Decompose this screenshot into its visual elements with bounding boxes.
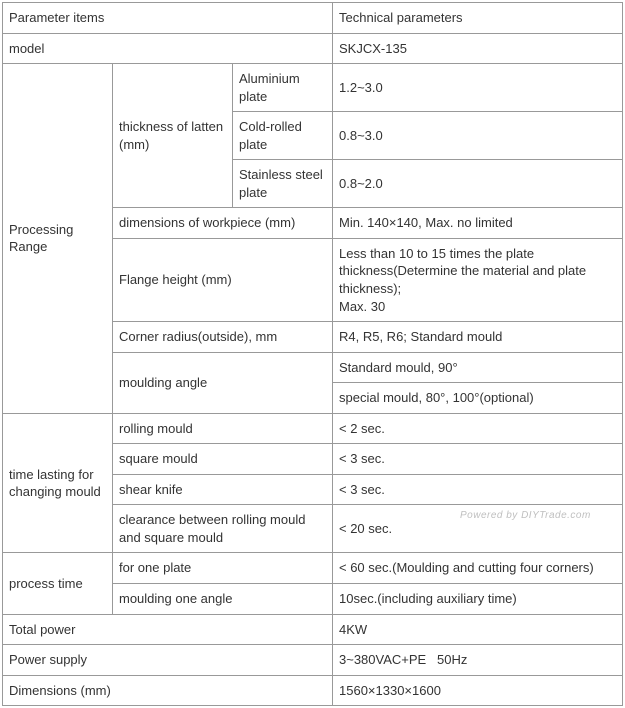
time-lasting-sub-label: clearance between rolling mould and squa… bbox=[113, 505, 333, 553]
table-row: Processing Range thickness of latten (mm… bbox=[3, 64, 623, 112]
thickness-value: 1.2~3.0 bbox=[333, 64, 623, 112]
corner-radius-value: R4, R5, R6; Standard mould bbox=[333, 322, 623, 353]
table-row: Parameter items Technical parameters bbox=[3, 3, 623, 34]
process-time-value: < 60 sec.(Moulding and cutting four corn… bbox=[333, 553, 623, 584]
time-lasting-sub-label: rolling mould bbox=[113, 413, 333, 444]
time-lasting-value: < 3 sec. bbox=[333, 474, 623, 505]
dimensions-mm-value: 1560×1330×1600 bbox=[333, 675, 623, 706]
dimensions-value: Min. 140×140, Max. no limited bbox=[333, 208, 623, 239]
processing-range-label: Processing Range bbox=[3, 64, 113, 414]
dimensions-mm-label: Dimensions (mm) bbox=[3, 675, 333, 706]
flange-value: Less than 10 to 15 times the plate thick… bbox=[333, 238, 623, 321]
thickness-material: Cold-rolled plate bbox=[233, 112, 333, 160]
flange-label: Flange height (mm) bbox=[113, 238, 333, 321]
moulding-angle-value: Standard mould, 90° bbox=[333, 352, 623, 383]
dimensions-label: dimensions of workpiece (mm) bbox=[113, 208, 333, 239]
process-time-sub-label: for one plate bbox=[113, 553, 333, 584]
time-lasting-value: < 3 sec. bbox=[333, 444, 623, 475]
spec-table: Parameter items Technical parameters mod… bbox=[2, 2, 623, 706]
table-row: Dimensions (mm) 1560×1330×1600 bbox=[3, 675, 623, 706]
table-row: time lasting for changing mould rolling … bbox=[3, 413, 623, 444]
table-row: process time for one plate < 60 sec.(Mou… bbox=[3, 553, 623, 584]
table-row: Total power 4KW bbox=[3, 614, 623, 645]
table-row: Power supply 3~380VAC+PE 50Hz bbox=[3, 645, 623, 676]
header-param-items: Parameter items bbox=[3, 3, 333, 34]
process-time-value: 10sec.(including auxiliary time) bbox=[333, 584, 623, 615]
thickness-label: thickness of latten (mm) bbox=[113, 64, 233, 208]
time-lasting-value: < 2 sec. bbox=[333, 413, 623, 444]
total-power-label: Total power bbox=[3, 614, 333, 645]
time-lasting-label: time lasting for changing mould bbox=[3, 413, 113, 553]
corner-radius-label: Corner radius(outside), mm bbox=[113, 322, 333, 353]
model-value: SKJCX-135 bbox=[333, 33, 623, 64]
thickness-value: 0.8~3.0 bbox=[333, 112, 623, 160]
process-time-label: process time bbox=[3, 553, 113, 614]
power-supply-label: Power supply bbox=[3, 645, 333, 676]
moulding-angle-value: special mould, 80°, 100°(optional) bbox=[333, 383, 623, 414]
table-row: model SKJCX-135 bbox=[3, 33, 623, 64]
time-lasting-sub-label: shear knife bbox=[113, 474, 333, 505]
time-lasting-sub-label: square mould bbox=[113, 444, 333, 475]
thickness-material: Aluminium plate bbox=[233, 64, 333, 112]
process-time-sub-label: moulding one angle bbox=[113, 584, 333, 615]
thickness-value: 0.8~2.0 bbox=[333, 160, 623, 208]
thickness-material: Stainless steel plate bbox=[233, 160, 333, 208]
moulding-angle-label: moulding angle bbox=[113, 352, 333, 413]
header-tech-params: Technical parameters bbox=[333, 3, 623, 34]
total-power-value: 4KW bbox=[333, 614, 623, 645]
watermark-text: Powered by DIYTrade.com bbox=[460, 510, 591, 521]
model-label: model bbox=[3, 33, 333, 64]
power-supply-value: 3~380VAC+PE 50Hz bbox=[333, 645, 623, 676]
